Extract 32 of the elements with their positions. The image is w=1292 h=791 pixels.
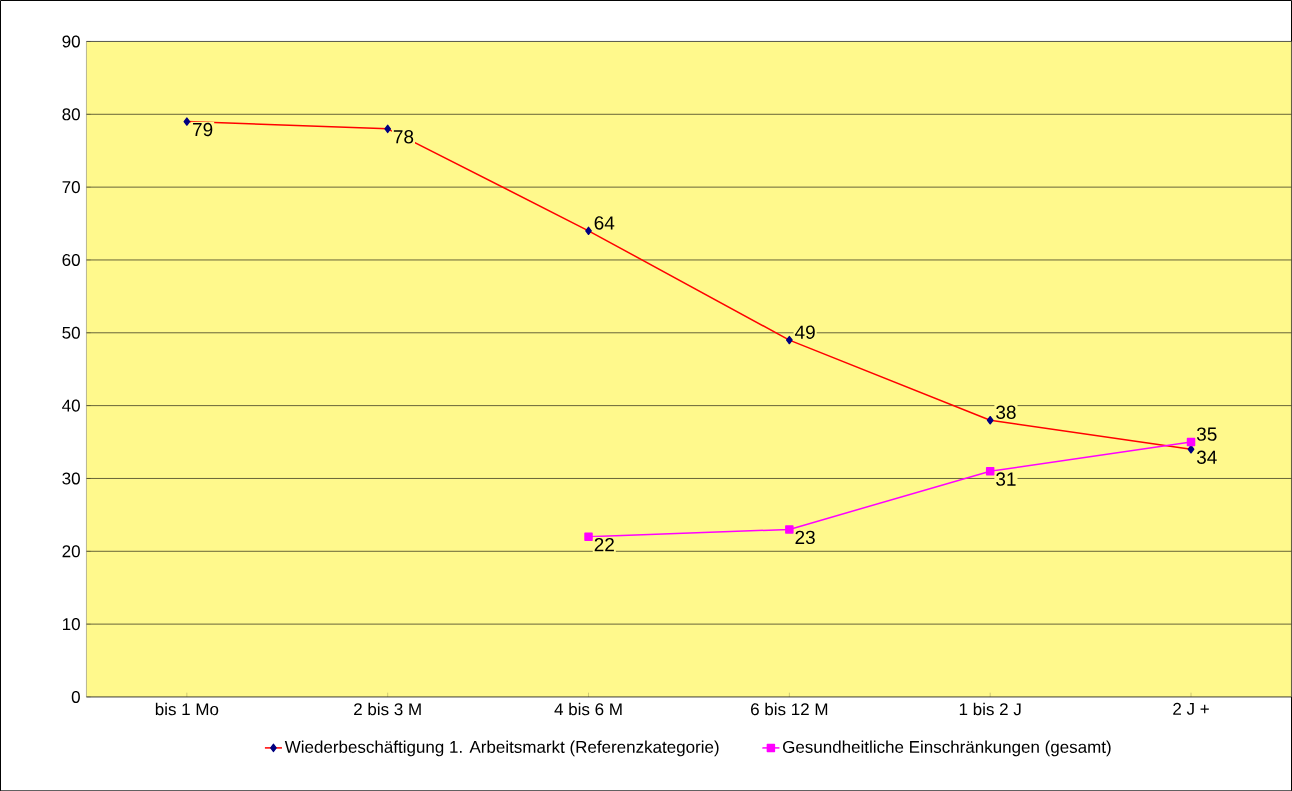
x-tick-label: 2 J + <box>1173 702 1209 715</box>
point <box>584 532 593 541</box>
data-label: 31 <box>996 472 1016 486</box>
x-tick-label: bis 1 Mo <box>155 702 219 716</box>
y-tick-label: 10 <box>62 617 80 630</box>
data-label: 34 <box>1196 450 1217 464</box>
y-tick-label: 40 <box>62 399 80 412</box>
data-label: 22 <box>594 537 614 551</box>
data-label: 23 <box>795 530 815 544</box>
data-label: 79 <box>193 122 213 137</box>
legend-label: Wiederbeschäftigung 1. Arbeitsmarkt (Referenzkategorie) <box>284 740 719 757</box>
data-label: 38 <box>996 405 1016 419</box>
y-tick-label: 20 <box>62 545 80 558</box>
y-tick-label: 60 <box>62 253 80 266</box>
data-label: 78 <box>393 129 414 144</box>
x-tick-label: 6 bis 12 M <box>751 702 828 716</box>
y-tick-label: 50 <box>62 326 80 339</box>
point <box>785 525 794 534</box>
data-label: 35 <box>1196 427 1217 441</box>
legend-label: Gesundheitliche Einschränkungen (gesamt) <box>783 740 1111 757</box>
y-tick-label: 0 <box>71 690 80 703</box>
x-tick-label: 2 bis 3 M <box>354 702 421 716</box>
data-label: 64 <box>594 216 615 230</box>
y-tick-label: 80 <box>62 108 80 121</box>
x-tick-label: 1 bis 2 J <box>959 702 1021 716</box>
data-label: 49 <box>794 325 815 339</box>
y-tick-label: 90 <box>62 35 80 48</box>
point <box>1186 437 1196 447</box>
x-tick-label: 4 bis 6 M <box>554 702 622 716</box>
point <box>985 466 995 476</box>
y-tick-label: 70 <box>62 180 80 193</box>
y-tick-label: 30 <box>62 472 80 485</box>
